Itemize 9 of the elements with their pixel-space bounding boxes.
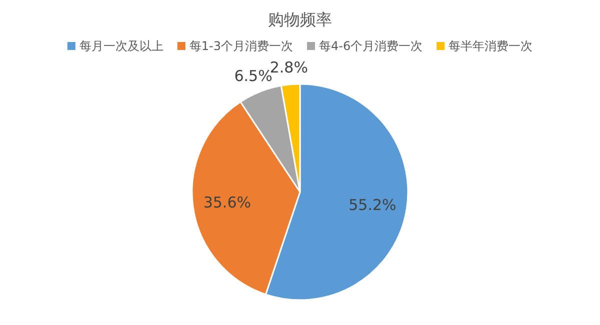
chart-title: 购物频率 xyxy=(268,10,332,29)
data-label: 35.6% xyxy=(203,194,252,212)
legend-label: 每半年消费一次 xyxy=(448,39,533,53)
data-label: 55.2% xyxy=(348,196,396,214)
legend-label: 每月一次及以上 xyxy=(79,39,164,53)
data-label: 2.8% xyxy=(270,58,308,76)
legend-label: 每1-3个月消费一次 xyxy=(189,39,293,53)
legend-label: 每4-6个月消费一次 xyxy=(319,39,423,53)
data-label: 6.5% xyxy=(234,66,272,85)
